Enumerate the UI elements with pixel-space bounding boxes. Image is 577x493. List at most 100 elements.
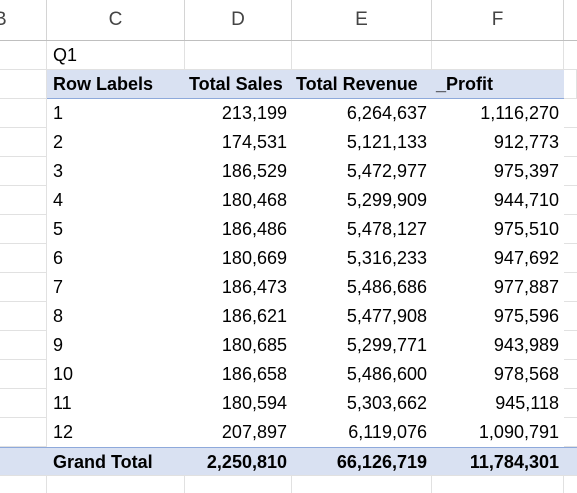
revenue-cell[interactable]: 5,299,771 [346, 335, 427, 355]
cell[interactable] [292, 476, 432, 493]
cell[interactable] [564, 447, 577, 476]
cell[interactable] [185, 476, 292, 493]
cell[interactable] [0, 128, 47, 157]
column-header-d[interactable]: D [185, 0, 292, 40]
row-labels-header[interactable]: Row Labels [47, 70, 185, 99]
profit-cell[interactable]: 978,568 [493, 364, 559, 384]
cell[interactable] [0, 476, 47, 493]
profit-cell[interactable]: 944,710 [493, 190, 559, 210]
revenue-cell[interactable]: 5,486,686 [346, 277, 427, 297]
column-header-e[interactable]: E [292, 0, 432, 40]
cell[interactable] [564, 99, 577, 128]
cell[interactable] [0, 99, 47, 128]
column-header-f[interactable]: F [432, 0, 564, 40]
cell[interactable] [564, 360, 577, 389]
sales-cell[interactable]: 186,486 [221, 219, 287, 239]
row-label-cell[interactable]: 3 [53, 161, 64, 181]
revenue-cell[interactable]: 6,264,637 [346, 103, 427, 123]
cell[interactable] [0, 244, 47, 273]
grand-total-profit[interactable]: 11,784,301 [432, 447, 564, 476]
sales-cell[interactable]: 186,621 [221, 306, 287, 326]
row-label-cell[interactable]: 9 [53, 335, 64, 355]
row-label-cell[interactable]: 1 [53, 103, 64, 123]
cell[interactable] [564, 186, 577, 215]
profit-header[interactable]: _Profit [432, 70, 564, 99]
row-label-cell[interactable]: 11 [53, 393, 72, 413]
revenue-cell[interactable]: 5,477,908 [346, 306, 427, 326]
cell[interactable] [47, 476, 185, 493]
column-header-c[interactable]: C [47, 0, 185, 40]
cell[interactable] [0, 389, 47, 418]
cell[interactable] [0, 302, 47, 331]
revenue-cell[interactable]: 5,299,909 [346, 190, 427, 210]
grand-total-revenue[interactable]: 66,126,719 [292, 447, 432, 476]
cell[interactable] [564, 215, 577, 244]
sales-cell[interactable]: 213,199 [221, 103, 287, 123]
cell[interactable] [564, 157, 577, 186]
cell[interactable] [564, 70, 577, 99]
sales-cell[interactable]: 174,531 [221, 132, 287, 152]
profit-cell[interactable]: 1,090,791 [478, 422, 559, 442]
sales-cell[interactable]: 180,685 [221, 335, 287, 355]
revenue-cell[interactable]: 5,316,233 [346, 248, 427, 268]
profit-cell[interactable]: 1,116,270 [480, 103, 559, 123]
sales-cell[interactable]: 180,669 [221, 248, 287, 268]
cell[interactable] [432, 476, 564, 493]
profit-cell[interactable]: 975,397 [493, 161, 559, 181]
sales-cell[interactable]: 180,594 [221, 393, 287, 413]
cell[interactable] [564, 302, 577, 331]
sales-cell[interactable]: 186,658 [221, 364, 287, 384]
cell[interactable] [564, 273, 577, 302]
cell[interactable] [564, 41, 577, 70]
cell[interactable] [432, 41, 564, 70]
profit-cell[interactable]: 943,989 [493, 335, 559, 355]
profit-cell[interactable]: 912,773 [493, 132, 559, 152]
row-label-cell[interactable]: 2 [53, 132, 64, 152]
cell[interactable] [0, 447, 47, 476]
profit-cell[interactable]: 975,510 [493, 219, 559, 239]
row-label-cell[interactable]: 10 [53, 364, 74, 384]
total-revenue-header[interactable]: Total Revenue [292, 70, 432, 99]
profit-cell[interactable]: 945,118 [495, 393, 559, 413]
title-cell[interactable]: Q1 [47, 41, 185, 70]
revenue-cell[interactable]: 5,486,600 [346, 364, 427, 384]
row-label-cell[interactable]: 7 [53, 277, 64, 297]
sales-cell[interactable]: 180,468 [221, 190, 287, 210]
column-header-g[interactable] [564, 0, 577, 40]
cell[interactable] [0, 215, 47, 244]
revenue-cell[interactable]: 5,472,977 [346, 161, 427, 181]
cell[interactable] [564, 476, 577, 493]
cell[interactable] [0, 157, 47, 186]
cell[interactable] [0, 360, 47, 389]
revenue-cell[interactable]: 5,121,133 [346, 132, 427, 152]
profit-cell[interactable]: 947,692 [493, 248, 559, 268]
revenue-cell[interactable]: 6,119,076 [348, 422, 427, 442]
row-label-cell[interactable]: 12 [53, 422, 74, 442]
revenue-cell[interactable]: 5,303,662 [346, 393, 427, 413]
row-label-cell[interactable]: 6 [53, 248, 64, 268]
cell[interactable] [0, 70, 47, 99]
profit-cell[interactable]: 975,596 [493, 306, 559, 326]
sales-cell[interactable]: 207,897 [221, 422, 287, 442]
cell[interactable] [564, 128, 577, 157]
cell[interactable] [185, 41, 292, 70]
cell[interactable] [0, 186, 47, 215]
cell[interactable] [564, 418, 577, 447]
cell[interactable] [0, 273, 47, 302]
grand-total-label[interactable]: Grand Total [47, 447, 185, 476]
row-label-cell[interactable]: 4 [53, 190, 64, 210]
profit-cell[interactable]: 977,887 [493, 277, 559, 297]
cell[interactable] [564, 244, 577, 273]
grand-total-sales[interactable]: 2,250,810 [185, 447, 292, 476]
cell[interactable] [0, 331, 47, 360]
total-sales-header[interactable]: Total Sales [185, 70, 292, 99]
revenue-cell[interactable]: 5,478,127 [346, 219, 427, 239]
sales-cell[interactable]: 186,529 [221, 161, 287, 181]
sales-cell[interactable]: 186,473 [221, 277, 287, 297]
cell[interactable] [0, 418, 47, 447]
cell[interactable] [564, 331, 577, 360]
cell[interactable] [0, 41, 47, 70]
cell[interactable] [292, 41, 432, 70]
cell[interactable] [564, 389, 577, 418]
column-header-b[interactable]: B [0, 0, 47, 40]
